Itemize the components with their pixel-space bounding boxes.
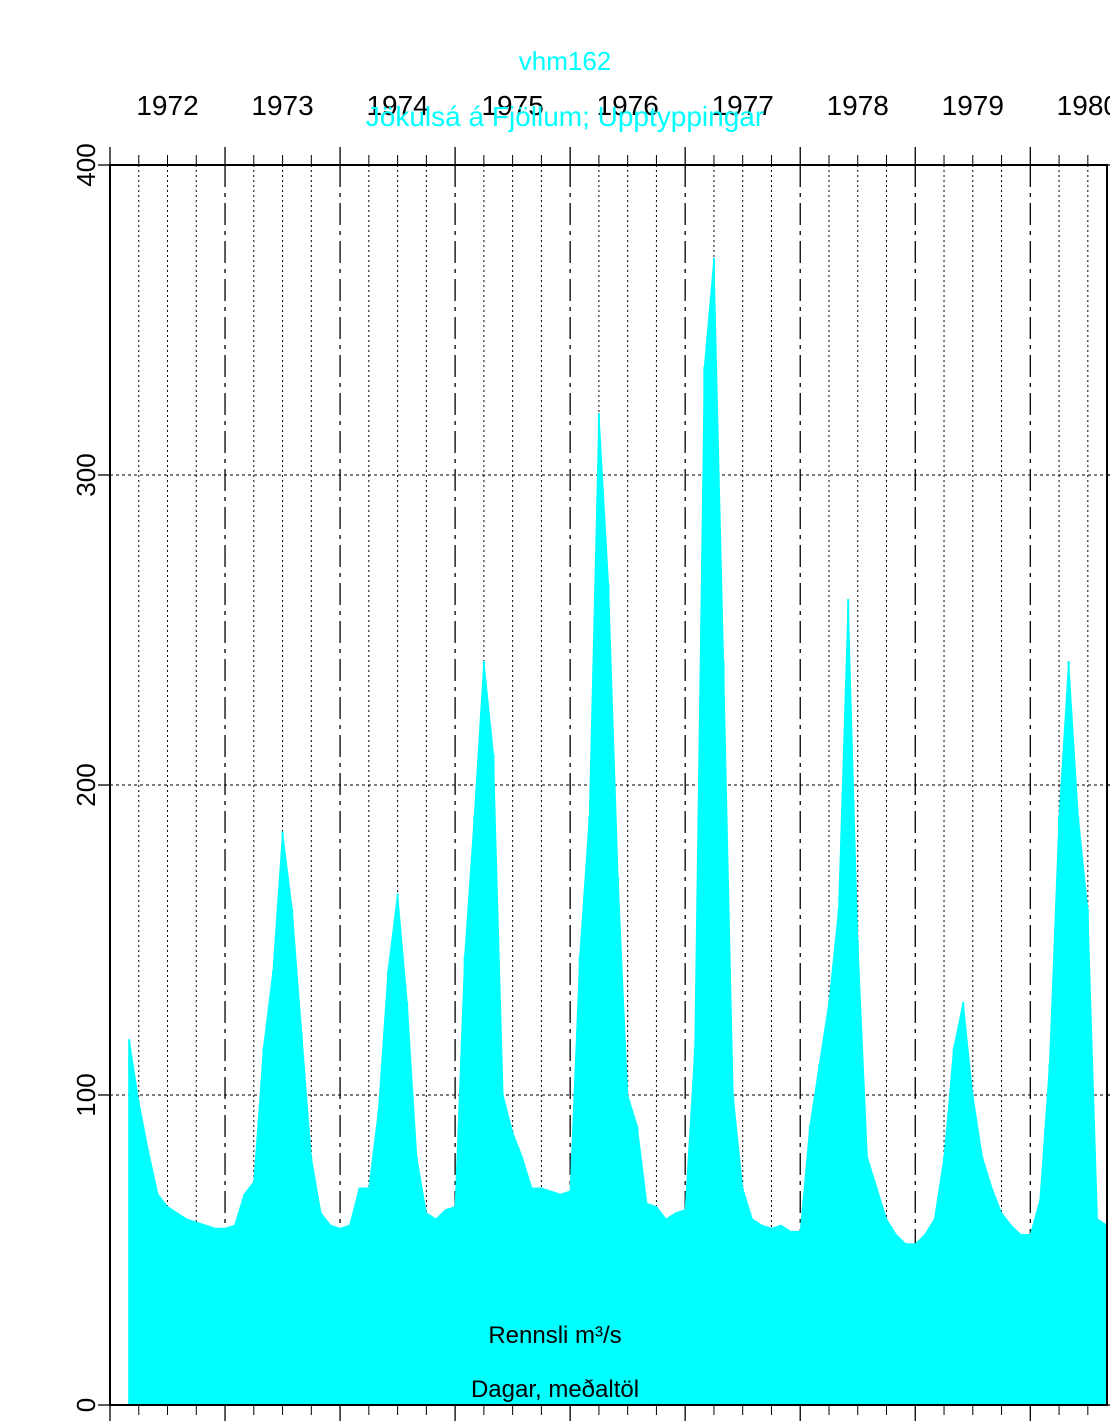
y-tick-label: 300 (71, 453, 101, 496)
x-tick-label: 1973 (251, 90, 313, 121)
x-tick-label: 1976 (597, 90, 659, 121)
x-tick-label: 1978 (827, 90, 889, 121)
x-tick-label: 1980 (1057, 90, 1110, 121)
flow-area (128, 257, 1108, 1406)
x-tick-label: 1979 (942, 90, 1004, 121)
y-tick-label: 100 (71, 1073, 101, 1116)
ticks-layer: 0010010020020030030040040019721973197419… (71, 90, 1110, 1421)
chart-subtitle: Dagar, meðaltöl (471, 1376, 639, 1403)
x-tick-label: 1974 (366, 90, 428, 121)
y-tick-label: 400 (71, 143, 101, 186)
flow-area-layer (128, 257, 1108, 1406)
figure-id-label: vhm162 (519, 46, 612, 76)
x-tick-label: 1977 (712, 90, 774, 121)
y-tick-label: 0 (71, 1398, 101, 1412)
x-tick-label: 1975 (481, 90, 543, 121)
y-tick-label: 200 (71, 763, 101, 806)
x-tick-label: 1972 (136, 90, 198, 121)
y-axis-label: Rennsli m³/s (488, 1322, 621, 1349)
station-title: Jökulsá á Fjöllum; Upptyppingar (366, 101, 764, 132)
